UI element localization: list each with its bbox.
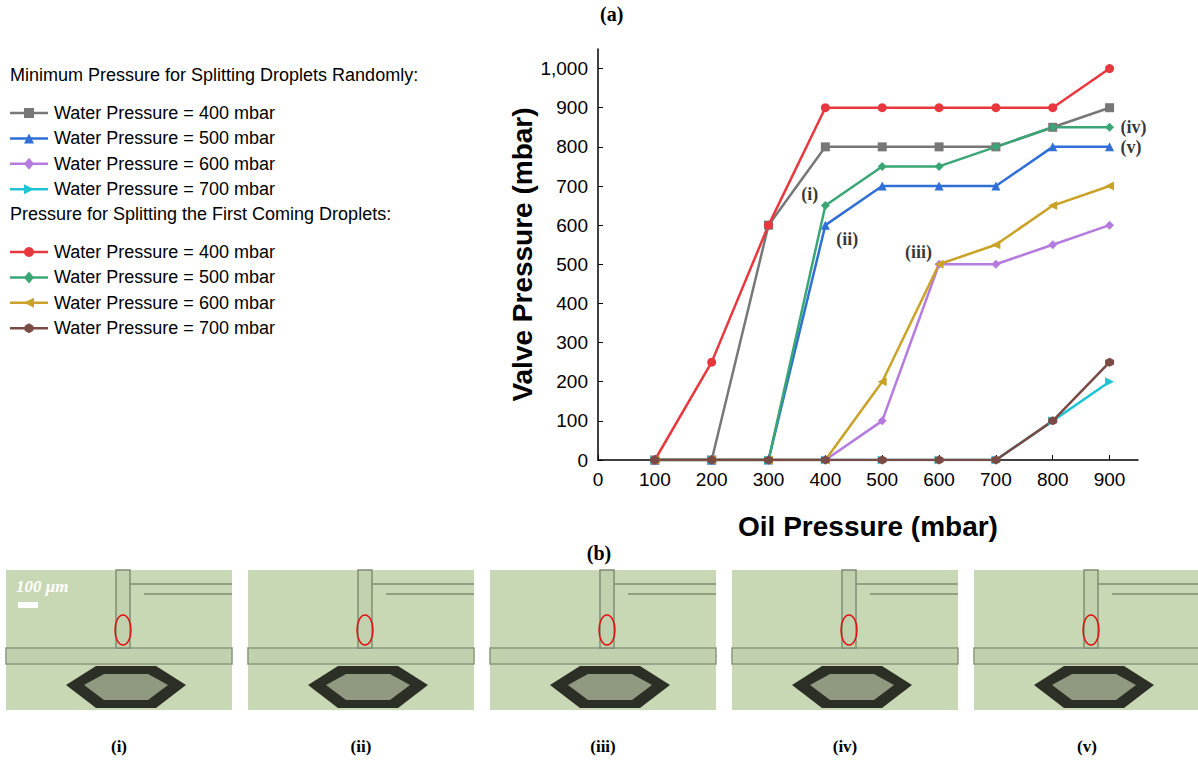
svg-text:800: 800 [1037, 469, 1069, 490]
svg-text:1,000: 1,000 [540, 58, 588, 79]
svg-text:200: 200 [696, 469, 728, 490]
svg-text:400: 400 [810, 469, 842, 490]
svg-text:Water Pressure = 700 mbar: Water Pressure = 700 mbar [54, 179, 275, 199]
svg-text:200: 200 [556, 371, 588, 392]
svg-text:100 μm: 100 μm [16, 577, 68, 596]
svg-text:0: 0 [577, 450, 588, 471]
svg-text:600: 600 [923, 469, 955, 490]
svg-text:300: 300 [556, 332, 588, 353]
svg-text:800: 800 [556, 136, 588, 157]
svg-text:(iii): (iii) [590, 737, 616, 756]
svg-text:(iii): (iii) [905, 242, 932, 263]
svg-text:(i): (i) [111, 737, 127, 756]
svg-text:(a): (a) [600, 3, 623, 26]
svg-text:500: 500 [556, 254, 588, 275]
svg-text:(ii): (ii) [836, 229, 858, 250]
svg-text:(ii): (ii) [351, 737, 372, 756]
svg-text:600: 600 [556, 215, 588, 236]
svg-text:(iv): (iv) [833, 737, 858, 756]
svg-text:Water Pressure = 500 mbar: Water Pressure = 500 mbar [54, 128, 275, 148]
svg-text:300: 300 [753, 469, 785, 490]
svg-text:Water Pressure = 500 mbar: Water Pressure = 500 mbar [54, 267, 275, 287]
svg-text:900: 900 [556, 97, 588, 118]
svg-text:500: 500 [866, 469, 898, 490]
svg-text:Valve Pressure (mbar): Valve Pressure (mbar) [507, 107, 538, 401]
svg-text:Oil Pressure (mbar): Oil Pressure (mbar) [738, 511, 998, 542]
svg-text:Water Pressure = 600 mbar: Water Pressure = 600 mbar [54, 154, 275, 174]
svg-text:700: 700 [556, 176, 588, 197]
svg-text:Pressure for Splitting the Fir: Pressure for Splitting the First Coming … [10, 204, 391, 224]
svg-text:Water Pressure = 400 mbar: Water Pressure = 400 mbar [54, 242, 275, 262]
svg-text:(iv): (iv) [1121, 117, 1147, 138]
svg-text:Minimum Pressure for Splitting: Minimum Pressure for Splitting Droplets … [10, 65, 418, 85]
svg-text:Water Pressure = 400 mbar: Water Pressure = 400 mbar [54, 103, 275, 123]
svg-text:700: 700 [980, 469, 1012, 490]
svg-text:Water Pressure = 700 mbar: Water Pressure = 700 mbar [54, 318, 275, 338]
svg-text:100: 100 [556, 410, 588, 431]
svg-text:(v): (v) [1121, 137, 1142, 158]
svg-text:(b): (b) [587, 542, 611, 565]
svg-text:400: 400 [556, 293, 588, 314]
svg-text:0: 0 [593, 469, 604, 490]
svg-text:(v): (v) [1077, 737, 1097, 756]
svg-text:100: 100 [639, 469, 671, 490]
svg-text:Water Pressure = 600 mbar: Water Pressure = 600 mbar [54, 293, 275, 313]
svg-text:(i): (i) [801, 184, 818, 205]
svg-text:900: 900 [1094, 469, 1126, 490]
